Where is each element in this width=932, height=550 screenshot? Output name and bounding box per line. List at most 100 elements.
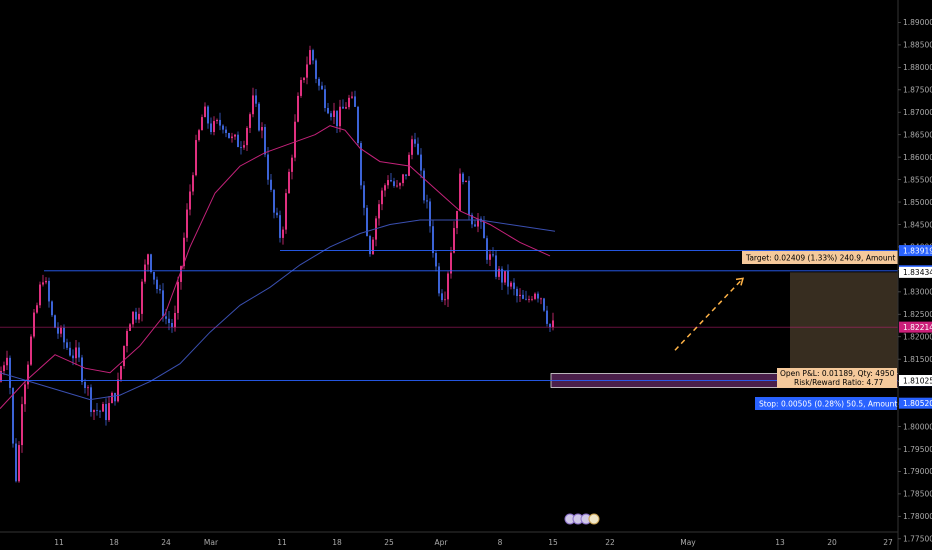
candle-body (417, 143, 419, 155)
candle-body (249, 114, 251, 128)
stop-label: Stop: 0.00505 (0.28%) 50.5, Amount (759, 400, 897, 409)
candle-body (525, 298, 527, 300)
stop-label-box[interactable]: Stop: 0.00505 (0.28%) 50.5, Amount (755, 397, 897, 410)
time-tick-label: 22 (605, 538, 615, 547)
candle-body (246, 127, 248, 146)
candle-body (24, 384, 26, 405)
candle-body (513, 282, 515, 289)
candle-body (132, 311, 134, 325)
candle-body (294, 121, 296, 158)
candle-body (288, 171, 290, 194)
candle-body (354, 96, 356, 107)
candle-body (477, 218, 479, 227)
projection-arrow[interactable] (674, 277, 744, 351)
candle-body (6, 357, 8, 366)
candle-body (495, 255, 497, 277)
candle-body (108, 403, 110, 421)
candle-body (27, 364, 29, 385)
candle-body (159, 289, 161, 291)
candle-body (69, 347, 71, 356)
candle-body (282, 229, 284, 238)
candle-body (63, 327, 65, 343)
candle-body (444, 299, 446, 301)
time-tick-label: 18 (332, 538, 342, 547)
candle-body (162, 290, 164, 317)
candle-body (171, 322, 173, 328)
candle-body (450, 252, 452, 274)
candle-body (87, 387, 89, 389)
candle-body (177, 281, 179, 313)
candle-body (114, 392, 116, 402)
candle-body (438, 266, 440, 294)
candle-body (465, 180, 467, 183)
candle-body (48, 280, 50, 302)
candle-body (117, 379, 119, 402)
time-axis-ticks[interactable]: 11 18 24 Mar 11 18 25 Apr 8 15 22 May 13 20 27 (54, 538, 893, 547)
candle-body (264, 127, 266, 155)
candle-body (279, 215, 281, 238)
candle-body (540, 298, 542, 300)
price-tick-label: 1.80000 (903, 422, 932, 431)
price-tag-label: 1.81025 (903, 376, 932, 385)
candle-body (414, 139, 416, 144)
price-tick-label: 1.87000 (903, 108, 932, 117)
candle-body (360, 143, 362, 186)
price-tag-label: 1.83434 (903, 268, 932, 277)
price-tick-label: 1.79000 (903, 467, 932, 476)
candle-body (255, 95, 257, 104)
candle-body (303, 77, 305, 81)
candle-body (267, 154, 269, 180)
horizontal-lines[interactable] (0, 250, 898, 382)
candle-body (474, 224, 476, 227)
candle-body (486, 238, 488, 260)
time-tick-label: May (680, 538, 696, 547)
candle-body (225, 129, 227, 133)
time-tick-label: 18 (109, 538, 119, 547)
candle-body (342, 106, 344, 109)
candle-body (60, 327, 62, 334)
stop-label-bg (755, 397, 897, 410)
candle-body (408, 154, 410, 176)
time-tick-label: 27 (883, 538, 893, 547)
candle-body (231, 136, 233, 139)
candle-body (432, 226, 434, 254)
candle-body (42, 282, 44, 285)
event-badges[interactable] (564, 513, 600, 525)
pnl-label-bg (777, 368, 897, 388)
candle-body (216, 119, 218, 122)
candle-body (270, 179, 272, 190)
candle-body (54, 315, 56, 328)
candle-body (381, 190, 383, 205)
candle-body (18, 445, 20, 482)
candle-body (447, 273, 449, 300)
open-pnl-label: Open P&L: 0.01189, Qty: 4950 (780, 369, 895, 378)
candle-body (33, 312, 35, 337)
candle-body (363, 185, 365, 208)
candle-body (153, 271, 155, 280)
candle-body (324, 89, 326, 108)
candle-body (531, 298, 533, 300)
candle-body (12, 387, 14, 444)
candle-body (57, 327, 59, 334)
candle-body (498, 268, 500, 277)
price-tick-label: 1.88500 (903, 41, 932, 50)
candle-body (126, 330, 128, 346)
event-badge-icon[interactable] (588, 513, 600, 525)
price-tick-label: 1.78500 (903, 490, 932, 499)
time-tick-label: 15 (548, 538, 558, 547)
candle-body (552, 320, 554, 328)
candle-body (306, 64, 308, 78)
pnl-label-box[interactable]: Open P&L: 0.01189, Qty: 4950 Risk/Reward… (777, 368, 897, 388)
price-tag-label: 1.83919 (903, 246, 932, 255)
candle-body (339, 106, 341, 127)
candle-body (213, 121, 215, 133)
candle-body (357, 106, 359, 144)
candle-body (336, 110, 338, 127)
time-tick-label: 25 (384, 538, 394, 547)
price-tag-bg (899, 266, 932, 278)
target-label-box[interactable]: Target: 0.02409 (1.33%) 240.9, Amount (742, 251, 898, 264)
candle-body (318, 78, 320, 86)
time-tick-label: Mar (204, 538, 219, 547)
price-tick-label: 1.81500 (903, 355, 932, 364)
